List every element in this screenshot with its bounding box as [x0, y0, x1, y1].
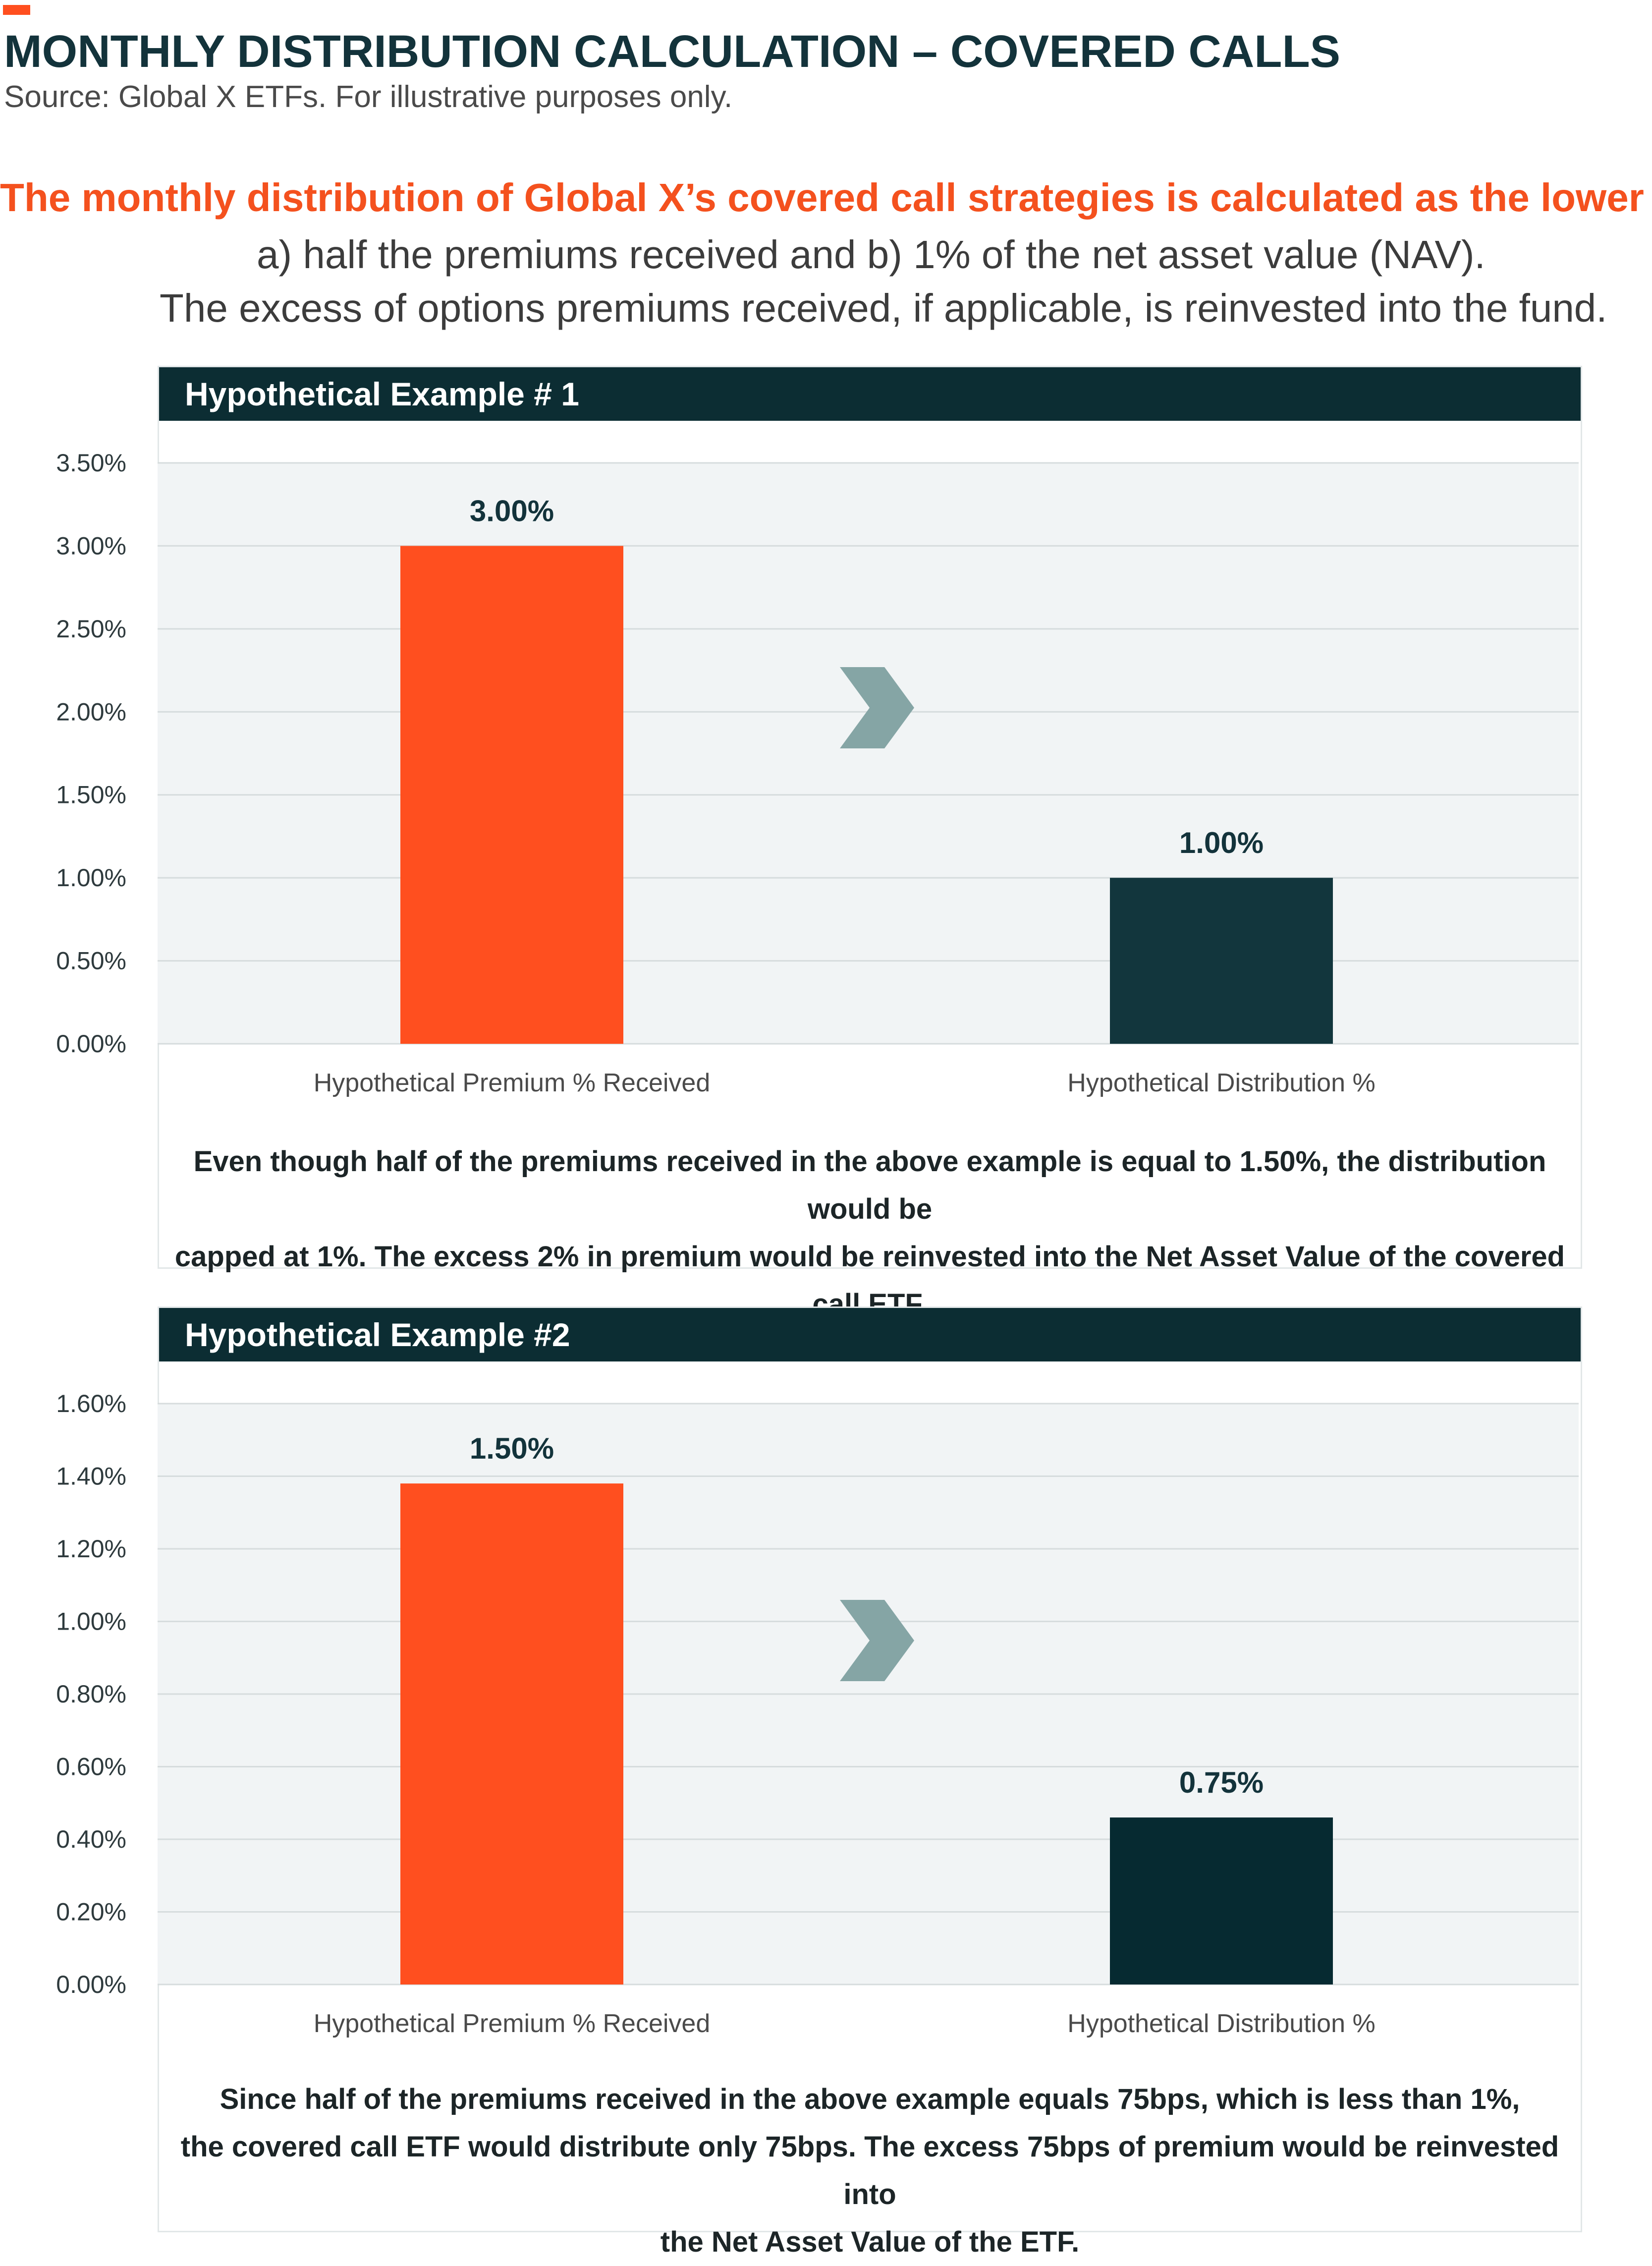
page-title: MONTHLY DISTRIBUTION CALCULATION – COVER…	[4, 26, 1341, 77]
example-1-y-tick-label: 1.50%	[56, 781, 126, 809]
example-2-premium-bar	[400, 1483, 623, 1984]
example-1-premium-bar	[400, 546, 623, 1044]
example-2-y-tick-label: 0.20%	[56, 1898, 126, 1926]
example-1-chart: 0.00% 0.50% 1.00% 1.50% 2.00% 2.50% 3.00% 3.50%…	[56, 449, 1579, 1097]
example-1-distribution-bar	[1110, 878, 1333, 1044]
example-1-y-tick-label: 1.00%	[56, 864, 126, 892]
example-2-note-line: the Net Asset Value of the ETF.	[660, 2226, 1080, 2258]
example-1-y-tick-label: 3.00%	[56, 532, 126, 560]
example-2-value-label: 0.75%	[1179, 1766, 1264, 1799]
example-1-value-label: 1.00%	[1179, 826, 1264, 859]
example-2-y-tick-label: 1.00%	[56, 1608, 126, 1636]
example-1-category-label: Hypothetical Premium % Received	[314, 1069, 711, 1097]
example-1-note-line: capped at 1%. The excess 2% in premium w…	[174, 1241, 1565, 1320]
intro-line-b: The excess of options premiums received,…	[160, 286, 1607, 330]
accent-bar	[3, 5, 30, 15]
example-2-category-label: Hypothetical Premium % Received	[314, 2009, 711, 2038]
example-2-distribution-bar	[1110, 1817, 1333, 1984]
example-2-note: Since half of the premiums received in t…	[158, 2076, 1582, 2266]
example-2-y-tick-label: 0.80%	[56, 1680, 126, 1708]
example-2-category-label: Hypothetical Distribution %	[1067, 2009, 1375, 2038]
chevron-right-icon	[840, 667, 914, 748]
example-2-y-tick-label: 1.40%	[56, 1463, 126, 1490]
chevron-right-icon	[840, 1600, 914, 1681]
example-1-y-tick-label: 2.50%	[56, 615, 126, 643]
example-1-y-tick-label: 0.50%	[56, 947, 126, 975]
intro-line-a: a) half the premiums received and b) 1% …	[257, 232, 1486, 277]
example-2-y-tick-label: 1.60%	[56, 1390, 126, 1417]
source-note: Source: Global X ETFs. For illustrative …	[4, 80, 733, 114]
example-1-y-tick-label: 3.50%	[56, 449, 126, 477]
example-2-y-tick-label: 0.60%	[56, 1753, 126, 1781]
example-2-chart: 0.00% 0.20% 0.40% 0.60% 0.80% 1.00% 1.20% 1.40%…	[56, 1390, 1579, 2038]
intro-lead: The monthly distribution of Global X’s c…	[0, 175, 1652, 220]
example-1-y-tick-label: 2.00%	[56, 698, 126, 726]
example-1-y-tick-label: 0.00%	[56, 1030, 126, 1058]
example-2-header: Hypothetical Example #2	[159, 1308, 1581, 1361]
example-2-note-line: the covered call ETF would distribute on…	[180, 2131, 1559, 2210]
example-1-header: Hypothetical Example # 1	[159, 367, 1581, 421]
example-2-y-tick-label: 0.40%	[56, 1825, 126, 1853]
example-2-value-label: 1.50%	[470, 1432, 554, 1465]
example-1-value-label: 3.00%	[470, 494, 554, 527]
example-1-note-line: Even though half of the premiums receive…	[193, 1145, 1546, 1225]
example-1-plot-area	[158, 463, 1579, 1044]
example-2-y-tick-label: 0.00%	[56, 1971, 126, 1998]
example-2-note-line: Since half of the premiums received in t…	[220, 2083, 1520, 2115]
example-1-note: Even though half of the premiums receive…	[158, 1138, 1582, 1328]
example-2-y-tick-label: 1.20%	[56, 1535, 126, 1563]
example-1-category-label: Hypothetical Distribution %	[1067, 1069, 1375, 1097]
